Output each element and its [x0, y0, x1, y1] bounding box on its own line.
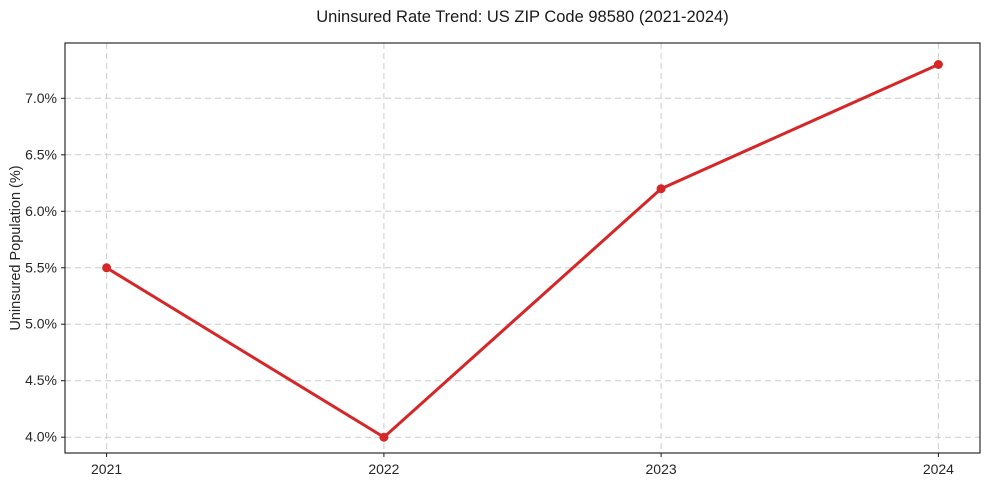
- plot-border: [64, 42, 981, 454]
- y-tick-label: 4.0%: [25, 429, 57, 445]
- data-point: [656, 184, 666, 194]
- data-point: [933, 60, 943, 69]
- x-tick-label: 2024: [923, 461, 954, 477]
- chart-title: Uninsured Rate Trend: US ZIP Code 98580 …: [316, 8, 729, 26]
- x-tick-label: 2021: [91, 461, 122, 477]
- x-tick-label: 2022: [368, 461, 399, 477]
- trend-line: [105, 63, 940, 439]
- y-tick-label: 4.5%: [25, 372, 57, 388]
- data-point: [102, 263, 112, 273]
- y-tick-label: 6.5%: [25, 146, 57, 162]
- data-point: [379, 432, 389, 442]
- x-tick-label: 2023: [646, 461, 677, 477]
- y-tick-label: 5.5%: [25, 259, 57, 275]
- y-tick-label: 6.0%: [25, 203, 57, 219]
- y-tick-label: 5.0%: [25, 316, 57, 332]
- y-tick-label: 7.0%: [25, 90, 57, 106]
